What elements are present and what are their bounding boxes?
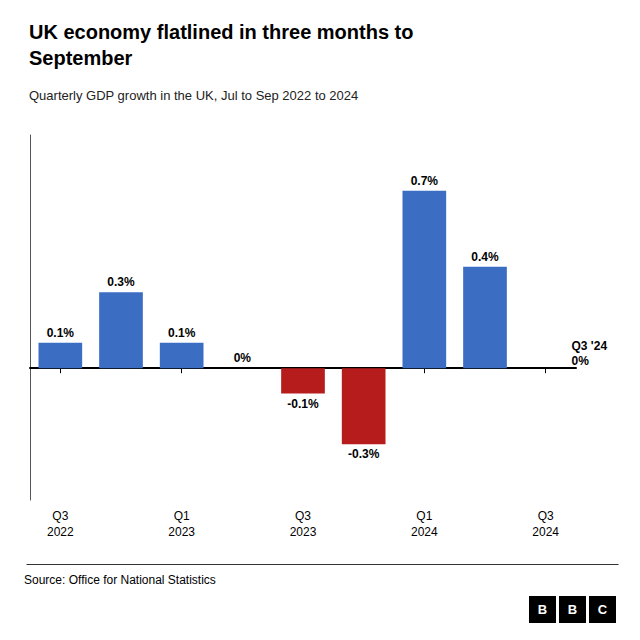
svg-text:2024: 2024 — [532, 525, 559, 539]
svg-text:Q1: Q1 — [174, 509, 190, 523]
svg-text:Q3: Q3 — [52, 509, 68, 523]
svg-text:-0.3%: -0.3% — [348, 447, 380, 461]
svg-text:-0.1%: -0.1% — [287, 397, 319, 411]
svg-text:Q3: Q3 — [295, 509, 311, 523]
svg-text:0%: 0% — [572, 354, 590, 368]
svg-text:2023: 2023 — [168, 525, 195, 539]
svg-text:0%: 0% — [234, 351, 252, 365]
svg-text:UK economy flatlined in three: UK economy flatlined in three months to — [29, 21, 413, 43]
svg-text:Quarterly GDP growth in the UK: Quarterly GDP growth in the UK, Jul to S… — [29, 88, 358, 103]
svg-text:C: C — [598, 602, 608, 617]
svg-text:Q3 '24: Q3 '24 — [572, 339, 608, 353]
svg-text:0.4%: 0.4% — [471, 250, 499, 264]
svg-text:0.7%: 0.7% — [411, 174, 439, 188]
svg-text:September: September — [29, 47, 133, 69]
svg-text:0.1%: 0.1% — [168, 326, 196, 340]
svg-text:0.3%: 0.3% — [107, 275, 135, 289]
svg-text:2024: 2024 — [411, 525, 438, 539]
svg-text:0.1%: 0.1% — [47, 326, 75, 340]
svg-text:Q3: Q3 — [538, 509, 554, 523]
svg-text:Source: Office for National St: Source: Office for National Statistics — [24, 573, 216, 587]
svg-text:B: B — [538, 602, 547, 617]
svg-text:B: B — [568, 602, 577, 617]
svg-text:2022: 2022 — [47, 525, 74, 539]
svg-text:Q1: Q1 — [416, 509, 432, 523]
svg-text:2023: 2023 — [290, 525, 317, 539]
